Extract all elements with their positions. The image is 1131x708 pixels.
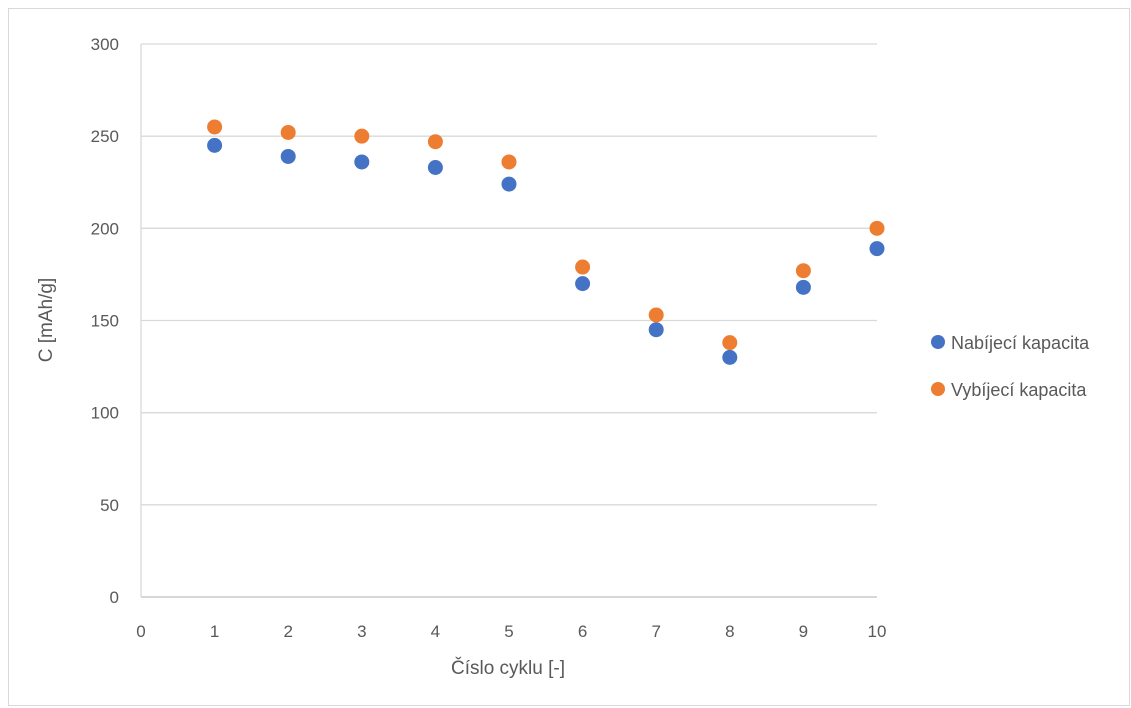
x-tick-label-7: 7 [651, 622, 660, 641]
x-tick-label-6: 6 [578, 622, 587, 641]
x-tick-label-5: 5 [504, 622, 513, 641]
y-tick-label-200: 200 [91, 219, 119, 238]
x-tick-label-8: 8 [725, 622, 734, 641]
y-axis-title: C [mAh/g] [36, 278, 57, 362]
point-series-1-x4 [427, 160, 443, 176]
point-series-2-x5 [501, 154, 517, 170]
x-tick-label-4: 4 [431, 622, 440, 641]
point-series-1-x3 [354, 154, 370, 170]
legend: Nabíjecí kapacita Vybíjecí kapacita [931, 333, 1090, 400]
y-tick-label-50: 50 [100, 496, 119, 515]
point-series-1-x1 [207, 137, 223, 153]
point-series-2-x6 [575, 259, 591, 275]
point-series-1-x7 [648, 322, 664, 338]
legend-marker-series-1 [931, 335, 945, 349]
x-tick-label-9: 9 [799, 622, 808, 641]
x-tick-label-10: 10 [868, 622, 887, 641]
point-series-2-x4 [427, 134, 443, 150]
gridlines [141, 43, 877, 506]
x-tick-label-0: 0 [136, 622, 145, 641]
legend-label-series-2: Vybíjecí kapacita [951, 380, 1087, 400]
point-series-2-x10 [869, 220, 885, 236]
y-tick-label-250: 250 [91, 127, 119, 146]
chart-frame [8, 8, 1130, 706]
data-points [207, 119, 885, 365]
point-series-1-x9 [795, 279, 811, 295]
point-series-2-x8 [722, 335, 738, 351]
point-series-1-x10 [869, 241, 885, 257]
x-tick-label-3: 3 [357, 622, 366, 641]
x-tick-label-2: 2 [283, 622, 292, 641]
point-series-2-x7 [648, 307, 664, 323]
y-tick-label-150: 150 [91, 312, 119, 331]
point-series-1-x2 [280, 148, 296, 164]
x-tick-label-1: 1 [210, 622, 219, 641]
point-series-2-x3 [354, 128, 370, 144]
y-tick-label-100: 100 [91, 404, 119, 423]
legend-label-series-1: Nabíjecí kapacita [951, 333, 1090, 353]
point-series-1-x8 [722, 349, 738, 365]
y-tick-label-300: 300 [91, 35, 119, 54]
x-axis-ticks: 0 1 2 3 4 5 6 7 8 9 10 [136, 622, 886, 641]
y-axis-ticks: 0 50 100 150 200 250 300 [91, 35, 119, 607]
point-series-2-x2 [280, 124, 296, 140]
point-series-2-x1 [207, 119, 223, 135]
point-series-2-x9 [795, 263, 811, 279]
point-series-1-x6 [575, 276, 591, 292]
point-series-1-x5 [501, 176, 517, 192]
y-tick-label-0: 0 [110, 588, 119, 607]
legend-marker-series-2 [931, 382, 945, 396]
x-axis-title: Číslo cyklu [-] [451, 657, 565, 679]
